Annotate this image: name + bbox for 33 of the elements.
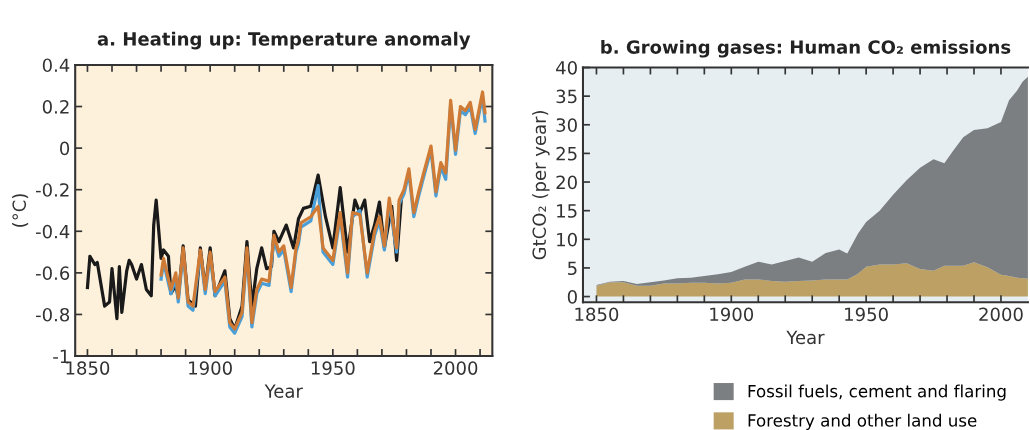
x-tick-label: 1900 — [189, 361, 232, 375]
y-tick-label: 0.4 — [42, 58, 70, 73]
legend-label: Forestry and other land use — [748, 413, 977, 430]
x-tick-label: 2000 — [979, 307, 1023, 322]
x-tick-label: 1950 — [311, 361, 355, 375]
x-tick-label: 1850 — [575, 307, 619, 322]
x-tick-label: 1900 — [710, 307, 754, 322]
y-tick-label: 40 — [556, 60, 577, 75]
y-tick-label: -0.6 — [35, 266, 70, 280]
y-tick-label: -0.4 — [35, 224, 70, 239]
y-axis-title: (°C) — [12, 194, 29, 227]
legend-label: Fossil fuels, cement and flaring — [748, 384, 1006, 401]
chart-title: b. Growing gases: Human CO₂ emissions — [601, 39, 1011, 58]
y-tick-label: 0.2 — [42, 99, 69, 114]
x-tick-label: 2000 — [433, 361, 478, 375]
y-tick-label: 5 — [568, 261, 577, 276]
y-tick-label: 25 — [556, 146, 577, 161]
y-tick-label: 0 — [60, 141, 70, 156]
y-axis-title: GtCO₂ (per year) — [532, 110, 550, 260]
y-tick-label: 20 — [556, 175, 577, 190]
y-tick-label: 10 — [557, 232, 577, 247]
y-tick-label: 35 — [556, 89, 577, 104]
y-tick-label: 30 — [556, 118, 577, 132]
y-tick-label: -1 — [53, 349, 69, 363]
x-tick-label: 1850 — [66, 361, 110, 375]
x-tick-label: 1950 — [845, 307, 888, 322]
x-axis-title: Year — [264, 384, 303, 398]
y-tick-label: -0.8 — [35, 307, 70, 322]
x-axis-title: Year — [786, 330, 825, 345]
y-tick-label: 15 — [557, 204, 577, 218]
y-tick-label: -0.2 — [35, 183, 69, 197]
chart-title: a. Heating up: Temperature anomaly — [97, 31, 471, 50]
y-tick-label: 0 — [567, 290, 577, 304]
